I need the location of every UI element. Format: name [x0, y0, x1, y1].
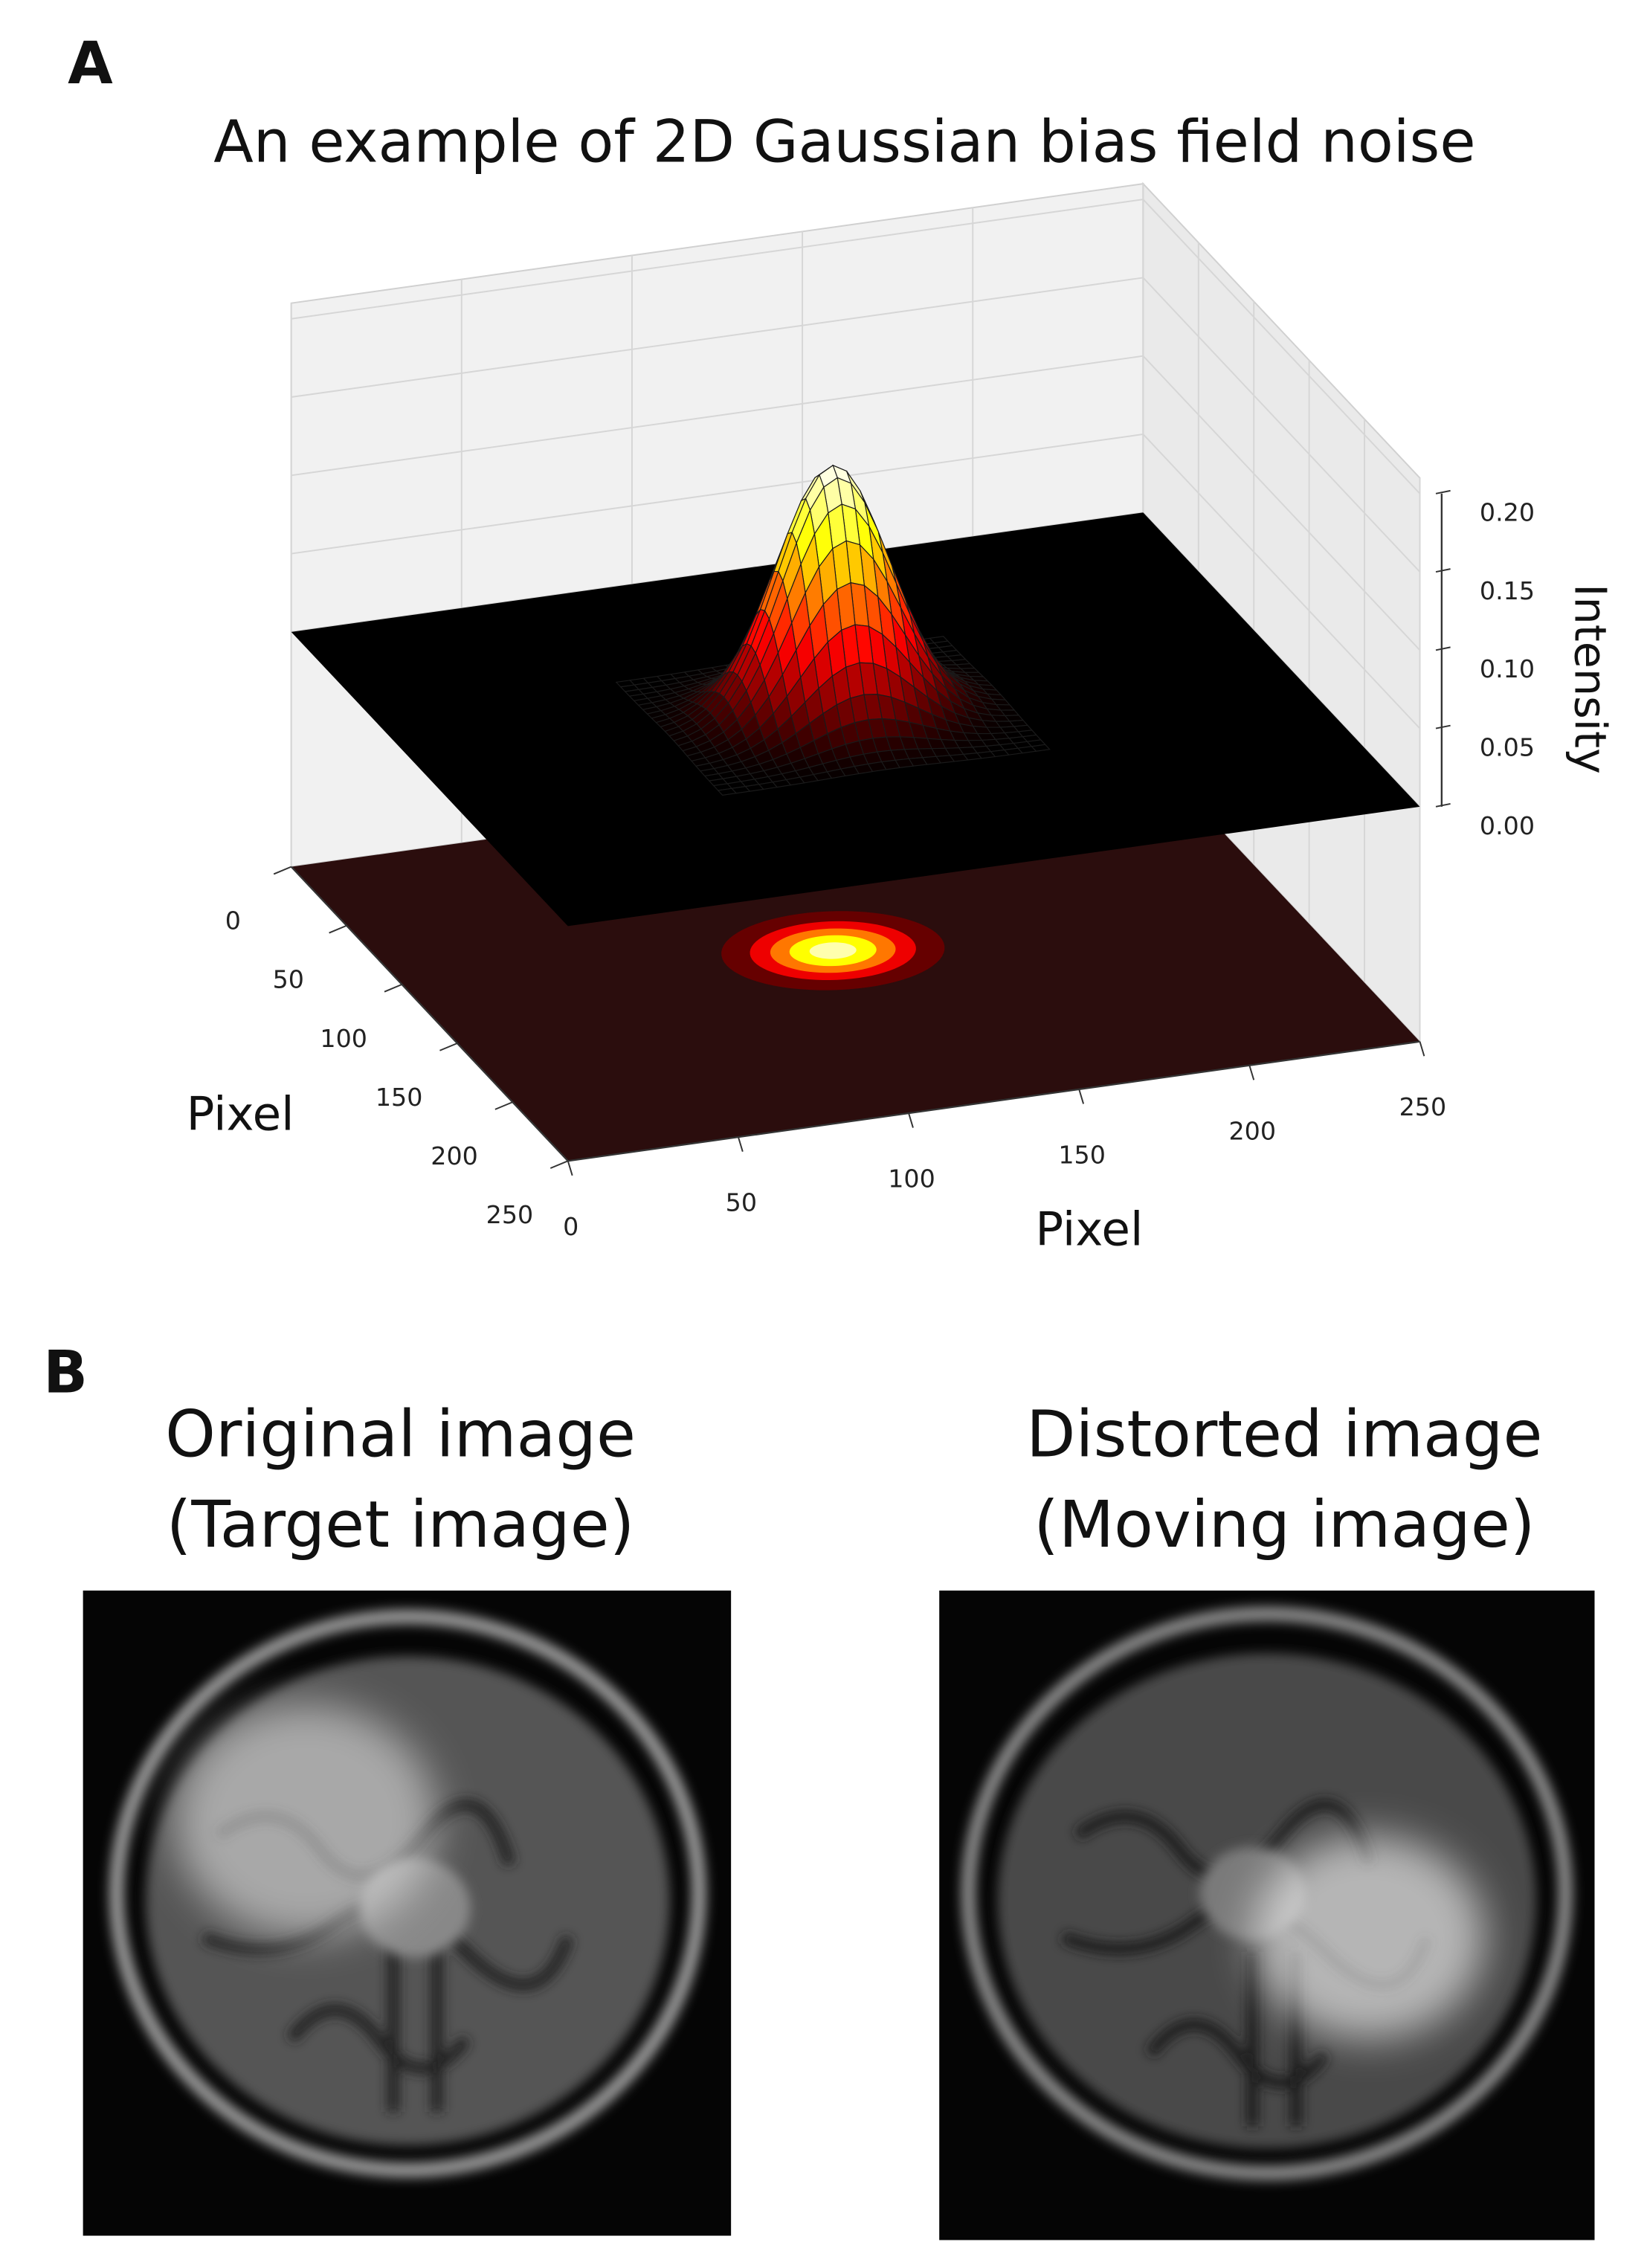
- z-tick-label: 0.10: [1480, 654, 1535, 683]
- y-tick-label: 200: [431, 1141, 478, 1170]
- x-tick-label: 50: [726, 1188, 757, 1217]
- x-tick-label: 200: [1228, 1116, 1276, 1145]
- tick-mark: [384, 983, 402, 993]
- panel-label: A: [68, 30, 113, 97]
- tick-mark: [1435, 724, 1451, 729]
- surface-patch: [717, 787, 738, 796]
- z-tick-label: 0.15: [1480, 576, 1535, 605]
- image-title: (Moving image): [1034, 1488, 1535, 1562]
- z-axis-label: Intensity: [1565, 584, 1617, 774]
- z-tick-label: 0.20: [1480, 498, 1535, 527]
- tick-mark: [549, 1160, 569, 1169]
- y-tick-label: 100: [320, 1024, 367, 1053]
- y-tick-label: 0: [225, 906, 241, 935]
- image-title: Distorted image: [1026, 1398, 1542, 1472]
- grid-line: [291, 433, 1421, 729]
- brain-image: [939, 1590, 1595, 2240]
- plot-3d: 0 50 100 150 200 250 0 50 100 150 200 250 0.00 0.05 0.…: [225, 181, 1535, 1241]
- brain-image: [83, 1590, 732, 2236]
- contour-level: [809, 942, 857, 959]
- image-title: (Target image): [167, 1488, 635, 1562]
- y-axis-label: Pixel: [187, 1087, 294, 1141]
- chart-title: An example of 2D Gaussian bias field noi…: [213, 109, 1475, 176]
- tick-mark: [273, 866, 292, 875]
- image-title: Original image: [165, 1398, 636, 1472]
- x-tick-label: 100: [888, 1164, 935, 1193]
- panel-label: B: [43, 1339, 88, 1407]
- x-axis-label: Pixel: [1035, 1202, 1143, 1256]
- axis-line: [290, 866, 569, 1162]
- tick-mark: [1435, 646, 1451, 651]
- y-tick-label: 250: [486, 1200, 534, 1229]
- z-tick-label: 0.00: [1480, 811, 1535, 840]
- tick-mark: [567, 1160, 573, 1176]
- tick-mark: [1435, 568, 1451, 573]
- tick-mark: [908, 1112, 914, 1128]
- tick-mark: [1435, 802, 1451, 808]
- tick-mark: [329, 924, 347, 934]
- grid-line: [291, 277, 1421, 573]
- tick-mark: [1435, 489, 1451, 494]
- tick-mark: [1419, 1041, 1425, 1057]
- grid-line: [291, 199, 1421, 494]
- y-tick-label: 50: [273, 965, 304, 994]
- tick-mark: [737, 1136, 744, 1152]
- tick-mark: [1248, 1065, 1255, 1080]
- grid-line: [291, 355, 1421, 651]
- tick-mark: [494, 1101, 513, 1110]
- x-tick-label: 150: [1058, 1140, 1106, 1169]
- x-tick-label: 250: [1399, 1092, 1447, 1121]
- z-tick-label: 0.05: [1480, 732, 1535, 761]
- x-tick-label: 0: [563, 1212, 578, 1241]
- y-tick-label: 150: [376, 1083, 423, 1112]
- axis-line: [567, 1040, 1420, 1162]
- tick-mark: [1078, 1089, 1085, 1104]
- tick-mark: [439, 1043, 458, 1051]
